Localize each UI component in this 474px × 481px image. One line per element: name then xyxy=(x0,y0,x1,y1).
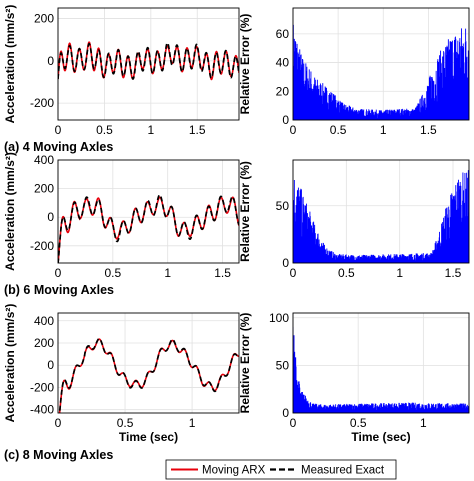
y-axis-label: Relative Error (%) xyxy=(238,14,252,115)
x-tick-label: 0.5 xyxy=(350,416,367,430)
y-tick-label: -200 xyxy=(30,380,54,394)
x-tick-label: 0 xyxy=(290,123,297,137)
y-tick-label: 60 xyxy=(276,27,290,41)
legend-exact-label: Measured Exact xyxy=(301,465,385,477)
series-relative-error xyxy=(293,326,469,413)
y-axis-label: Relative Error (%) xyxy=(238,313,252,414)
y-tick-label: 200 xyxy=(34,336,54,350)
axes-frame xyxy=(57,312,240,414)
plot-area xyxy=(58,193,239,263)
y-tick-label: 0 xyxy=(47,358,54,372)
x-axis-label: Time (sec) xyxy=(351,430,410,444)
legend-arx-label: Moving ARX xyxy=(202,465,266,477)
series-moving-arx xyxy=(58,196,239,263)
y-tick-label: 400 xyxy=(34,314,54,328)
x-tick-label: 0.5 xyxy=(117,416,134,430)
x-tick-label: 0.5 xyxy=(105,266,122,280)
x-tick-label: 1.5 xyxy=(214,266,231,280)
y-tick-label: 50 xyxy=(276,199,290,213)
panel-c-acc: 0 0.5 1 400 200 0 -200 -400 Acceleration (mm/s²)… xyxy=(3,304,240,462)
plot-area xyxy=(293,170,469,263)
y-tick-label: 0 xyxy=(282,406,289,420)
plot-area xyxy=(58,337,239,413)
panel-b-err: 0 0.5 1 1.5 0 50 Relative Error (%) xyxy=(238,159,470,280)
x-tick-label: 0 xyxy=(55,266,62,280)
y-tick-label: 0 xyxy=(282,113,289,127)
x-tick-label: 1 xyxy=(396,266,403,280)
x-tick-label: 1 xyxy=(164,266,171,280)
x-tick-label: 1.5 xyxy=(189,123,206,137)
y-axis-label: Acceleration (mm/s²) xyxy=(3,152,17,271)
y-axis-label: Relative Error (%) xyxy=(238,161,252,262)
x-tick-label: 0 xyxy=(290,266,297,280)
plot-area xyxy=(293,326,469,413)
y-tick-label: 0 xyxy=(47,54,54,68)
panel-c-err: 0 0.5 1 0 50 100 Relative Error (%) Time (sec) xyxy=(238,311,470,444)
y-axis-label: Acceleration (mm/s²) xyxy=(3,5,17,124)
x-tick-label: 1 xyxy=(420,416,427,430)
y-tick-label: -400 xyxy=(30,403,54,417)
y-tick-label: 0 xyxy=(282,256,289,270)
x-tick-label: 0.5 xyxy=(96,123,113,137)
panel-a-err: 0 0.5 1 1.5 0 20 40 60 Relative Error (%) xyxy=(238,7,470,137)
x-tick-label: 0 xyxy=(290,416,297,430)
legend: Moving ARX Measured Exact xyxy=(165,459,397,480)
series-measured-exact xyxy=(58,337,239,413)
series-measured-exact xyxy=(58,193,239,263)
x-tick-label: 1 xyxy=(189,416,196,430)
series-measured-exact xyxy=(58,41,239,81)
y-tick-label: 100 xyxy=(269,311,289,325)
plot-area xyxy=(293,24,469,120)
panel-caption: (b) 6 Moving Axles xyxy=(4,283,114,297)
axes-frame xyxy=(292,159,470,264)
x-tick-label: 0.5 xyxy=(330,123,347,137)
y-tick-label: 400 xyxy=(34,153,54,167)
axes-frame xyxy=(292,312,470,414)
series-relative-error xyxy=(293,24,469,120)
panel-caption: (c) 8 Moving Axles xyxy=(4,448,113,462)
y-tick-label: -200 xyxy=(30,96,54,110)
panel-caption: (a) 4 Moving Axles xyxy=(4,140,113,154)
y-axis-label: Acceleration (mm/s²) xyxy=(3,304,17,423)
x-tick-label: 1.5 xyxy=(445,266,462,280)
x-axis-label: Time (sec) xyxy=(119,430,178,444)
y-tick-label: -200 xyxy=(30,239,54,253)
y-tick-label: 0 xyxy=(47,210,54,224)
x-tick-label: 1 xyxy=(380,123,387,137)
y-tick-label: 40 xyxy=(276,56,290,70)
x-tick-label: 0.5 xyxy=(338,266,355,280)
axes-frame xyxy=(57,7,240,121)
x-tick-label: 0 xyxy=(55,123,62,137)
y-tick-label: 200 xyxy=(34,182,54,196)
x-tick-label: 0 xyxy=(55,416,62,430)
plot-area xyxy=(58,41,239,81)
y-tick-label: 20 xyxy=(276,84,290,98)
x-tick-label: 1 xyxy=(147,123,154,137)
axes-frame xyxy=(292,7,470,121)
y-tick-label: 200 xyxy=(34,12,54,26)
axes-frame xyxy=(57,159,240,264)
x-tick-label: 1.5 xyxy=(420,123,437,137)
series-relative-error xyxy=(293,170,469,263)
y-tick-label: 50 xyxy=(276,358,290,372)
